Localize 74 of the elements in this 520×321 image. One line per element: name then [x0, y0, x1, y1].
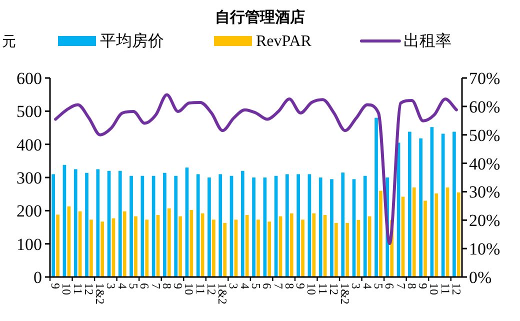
- y2-tick-label: 70%: [469, 69, 500, 88]
- bar: [74, 169, 78, 277]
- bar: [196, 174, 200, 277]
- bar: [308, 174, 312, 277]
- bar: [401, 196, 405, 277]
- y2-tick-label: 60%: [469, 97, 500, 116]
- bar: [286, 174, 289, 277]
- y-tick-label: 0: [34, 268, 42, 287]
- bar: [341, 172, 345, 277]
- bar: [245, 214, 249, 277]
- bar: [223, 222, 226, 277]
- bar: [174, 176, 178, 277]
- bar: [100, 222, 104, 277]
- bar: [352, 179, 356, 277]
- y-tick-label: 500: [16, 102, 42, 122]
- bar: [263, 178, 267, 277]
- bar: [419, 138, 422, 277]
- bar: [441, 134, 445, 277]
- bar: [122, 211, 126, 277]
- bar: [296, 174, 300, 277]
- bar: [96, 169, 100, 277]
- chart-title: 自行管理酒店: [215, 8, 305, 26]
- bar: [290, 213, 294, 277]
- y2-tick-label: 50%: [469, 126, 500, 145]
- bar: [240, 170, 244, 277]
- legend-label: 平均房价: [100, 32, 164, 50]
- bar: [408, 132, 412, 277]
- bar: [212, 220, 216, 277]
- bar: [178, 216, 182, 277]
- y-tick-label: 100: [16, 234, 42, 254]
- bar: [85, 172, 88, 277]
- bar: [424, 200, 427, 277]
- bar: [145, 220, 149, 277]
- bar: [208, 178, 211, 277]
- bar: [130, 176, 133, 277]
- y-tick-label: 300: [16, 168, 42, 188]
- bar: [167, 208, 171, 277]
- y2-tick-label: 20%: [469, 211, 500, 230]
- x-tick-label: 5: [249, 283, 263, 289]
- bar: [312, 213, 316, 277]
- legend-label: 出租率: [403, 32, 452, 50]
- bar: [256, 220, 260, 277]
- bar: [379, 190, 382, 277]
- bar: [346, 222, 349, 277]
- bar: [56, 214, 60, 277]
- bar: [318, 178, 322, 277]
- bar: [330, 179, 334, 277]
- y2-tick-label: 40%: [469, 154, 500, 174]
- bar: [52, 174, 56, 277]
- y-tick-label: 200: [16, 202, 42, 221]
- y2-tick-label: 0%: [469, 268, 492, 287]
- bar: [456, 192, 460, 277]
- bar: [90, 220, 93, 277]
- bar: [434, 193, 438, 277]
- y2-tick-label: 10%: [469, 240, 500, 259]
- y-axis-title: 元: [2, 35, 16, 50]
- bar: [252, 178, 256, 277]
- bar: [190, 210, 194, 277]
- bar: [452, 132, 456, 277]
- y-tick-label: 600: [16, 69, 42, 88]
- bar: [118, 170, 122, 277]
- bar: [301, 220, 304, 277]
- bar: [268, 222, 272, 277]
- bar: [163, 172, 166, 277]
- bar: [412, 187, 416, 277]
- bar: [363, 176, 367, 277]
- bar: [134, 216, 138, 277]
- legend-label: RevPAR: [256, 33, 312, 50]
- y-tick-label: 400: [16, 135, 42, 154]
- bar: [218, 174, 222, 277]
- bar: [430, 127, 434, 277]
- y2-tick-label: 30%: [469, 182, 500, 202]
- bar: [374, 118, 378, 277]
- bar: [334, 222, 338, 277]
